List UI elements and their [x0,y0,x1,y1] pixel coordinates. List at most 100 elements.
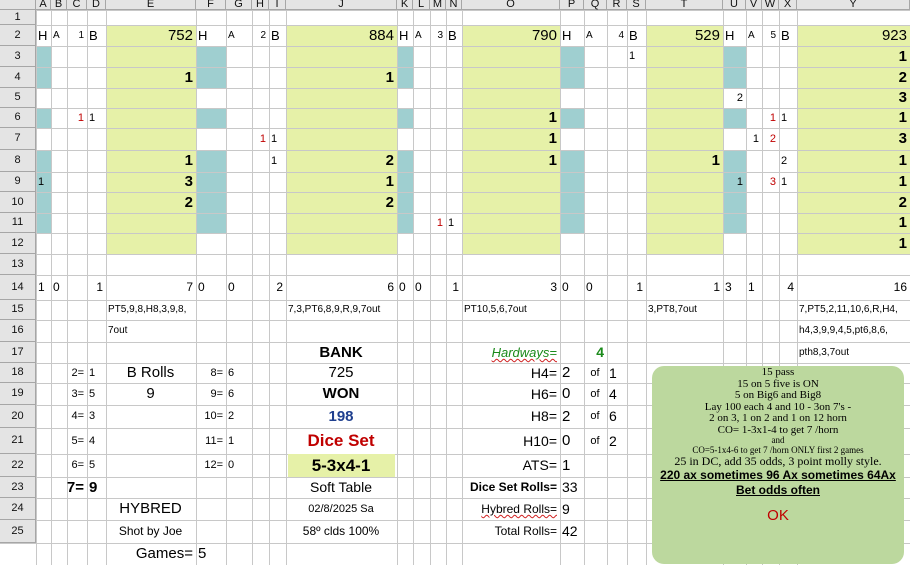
grid-vline [607,0,608,565]
column-header-L[interactable]: L [413,0,430,10]
row-header-14[interactable]: 14 [0,275,36,300]
grid-hline [0,10,910,11]
row-header-16[interactable]: 16 [0,320,36,342]
column-header-M[interactable]: M [430,0,446,10]
row-header-13[interactable]: 13 [0,254,36,275]
column-header-V[interactable]: V [746,0,762,10]
note-line: 2 on 3, 1 on 2 and 1 on 12 horn [709,412,847,425]
row-header-2[interactable]: 2 [0,25,36,46]
set-5-a-num: 5 [770,30,776,41]
set-5-b-val: 1 [781,176,788,188]
column-header-Q[interactable]: Q [584,0,607,10]
grid-hline [0,383,910,384]
column-header-N[interactable]: N [446,0,462,10]
set-3-rolls: PT10,5,6,7out [464,304,527,315]
note-line: 220 ax sometimes 96 Ax sometimes 64Ax [660,467,896,482]
grid-vline [413,0,414,565]
column-header-G[interactable]: G [226,0,252,10]
row-header-1[interactable]: 1 [0,10,36,25]
set-1-a-num: 1 [78,30,84,41]
column-header-S[interactable]: S [627,0,646,10]
row-header-25[interactable]: 25 [0,520,36,543]
set-3-row13-a: 0 [415,280,422,294]
cell-white [36,88,51,108]
row-header-11[interactable]: 11 [0,213,36,233]
row-header-12[interactable]: 12 [0,233,36,254]
cell-white [723,128,746,150]
row-header-7[interactable]: 7 [0,128,36,150]
column-header-B[interactable]: B [51,0,67,10]
set-4-row13-total: 1 [713,280,720,294]
bank-value: 725 [328,364,354,381]
row-header-6[interactable]: 6 [0,108,36,128]
row-header-22[interactable]: 22 [0,454,36,477]
roll-total-label: Hybred Rolls= [481,502,557,516]
dice-count-label: 10= [204,410,223,422]
column-header-O[interactable]: O [462,0,560,10]
set-2-a-header: A [228,30,235,41]
column-header-F[interactable]: F [196,0,226,10]
grid-hline [0,46,910,47]
cell-white [723,88,746,108]
column-header-Y[interactable]: Y [797,0,910,10]
set-2-count: 1 [385,69,394,86]
grid-hline [0,520,910,521]
note-line: 5 on Big6 and Big8 [734,389,822,402]
row-header-3[interactable]: 3 [0,46,36,67]
row-header-21[interactable]: 21 [0,428,36,454]
set-2-a-val: 1 [259,133,266,145]
cell-white [196,25,226,46]
row-header-24[interactable]: 24 [0,498,36,520]
column-header-A[interactable]: A [36,0,51,10]
column-header-I[interactable]: I [269,0,286,10]
row-header-19[interactable]: 19 [0,383,36,405]
note-line: 25 in DC, add 35 odds, 3 point molly sty… [674,454,882,469]
row-header-15[interactable]: 15 [0,300,36,320]
row-header-18[interactable]: 18 [0,363,36,383]
row-header-10[interactable]: 10 [0,192,36,213]
row-header-23[interactable]: 23 [0,477,36,498]
dice-count-label: 12= [204,459,223,471]
row-header-9[interactable]: 9 [0,172,36,192]
column-header-C[interactable]: C [67,0,87,10]
column-header-J[interactable]: J [286,0,397,10]
column-header-H[interactable]: H [252,0,269,10]
corner-cell[interactable] [0,0,36,10]
hardway-total: 1 [609,365,617,381]
column-header-E[interactable]: E [106,0,196,10]
set-5-count: 3 [898,89,907,106]
set-4-row13-h: 0 [562,280,569,294]
bank-label: BANK [319,344,363,361]
column-header-P[interactable]: P [560,0,584,10]
row-header-20[interactable]: 20 [0,405,36,428]
row-header-5[interactable]: 5 [0,88,36,108]
grid-hline [0,67,910,68]
column-header-R[interactable]: R [607,0,627,10]
column-header-K[interactable]: K [397,0,413,10]
column-header-U[interactable]: U [723,0,746,10]
grid-hline [0,300,910,301]
note-line: CO= 1-3x1-4 to get 7 /horn [717,423,839,436]
dice-count-value: 1 [228,435,235,447]
ok-label[interactable]: OK [767,506,789,524]
set-1-rolls: 7out [108,325,128,336]
set-1-row13-total: 7 [186,280,193,294]
set-5-b-header: B [781,28,790,43]
grid-vline [462,0,463,565]
grid-hline [0,543,910,544]
column-header-D[interactable]: D [87,0,106,10]
row-header-4[interactable]: 4 [0,67,36,88]
column-header-X[interactable]: X [779,0,797,10]
set-5-a-val: 1 [752,133,759,145]
set-3-b-header: B [448,28,457,43]
shooter: Shot by Joe [118,524,183,538]
cell-white [196,128,226,150]
cell-white [560,128,584,150]
set-1-b-header: B [89,28,98,43]
row-header-8[interactable]: 8 [0,150,36,172]
column-header-T[interactable]: T [646,0,723,10]
column-header-W[interactable]: W [762,0,779,10]
row-header-17[interactable]: 17 [0,342,36,363]
note-line: Lay 100 each 4 and 10 - 3on 7's - [704,400,852,413]
